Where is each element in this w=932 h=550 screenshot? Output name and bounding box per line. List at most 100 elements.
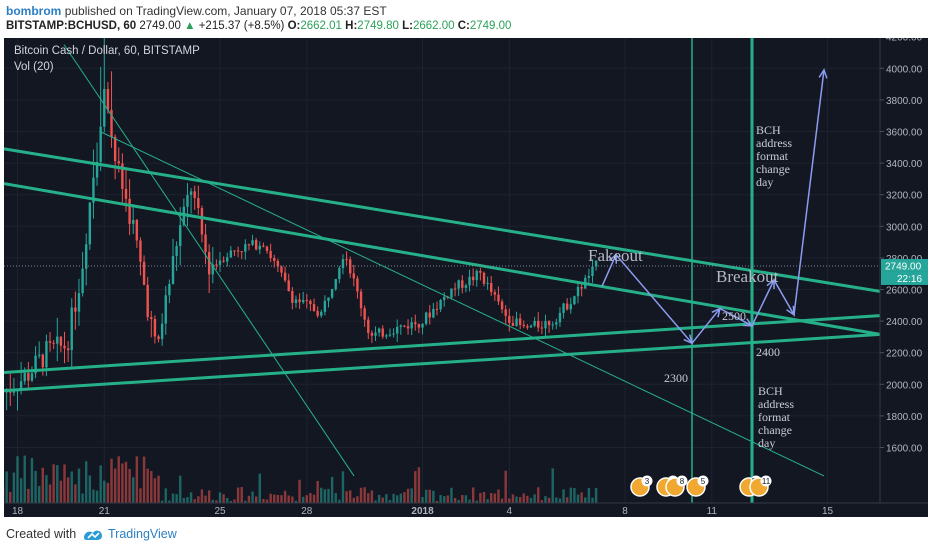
volume-bar — [421, 497, 424, 503]
volume-bar — [468, 499, 471, 503]
price-axis-label: 2200.00 — [886, 349, 923, 360]
candle-body — [229, 250, 233, 258]
candle-body — [587, 275, 591, 278]
volume-bar — [77, 468, 81, 503]
candle-body — [92, 177, 95, 203]
volume-bar — [479, 493, 482, 503]
candle-body — [551, 324, 554, 326]
volume-bar — [291, 496, 294, 503]
candle-body — [497, 294, 500, 302]
projection-arrowhead — [818, 68, 828, 79]
volume-bar — [103, 480, 106, 503]
volume-bar — [385, 494, 388, 503]
candle-body — [160, 323, 164, 340]
volume-bar — [168, 500, 171, 503]
trendline-support-upper[interactable] — [4, 314, 881, 374]
trendline-thin-diagonal-a[interactable] — [99, 131, 825, 477]
candle-body — [385, 335, 388, 337]
volume-bar — [150, 471, 153, 503]
volume-bar — [236, 487, 240, 503]
candle-body — [522, 324, 525, 327]
annotation-bch-note-bottom-line: format — [758, 410, 791, 424]
volume-bar — [160, 500, 164, 503]
volume-bar — [52, 464, 55, 503]
volume-bar — [594, 488, 598, 503]
volume-bar — [265, 499, 269, 503]
volume-bar — [504, 470, 507, 503]
volume-bar — [280, 495, 283, 503]
candle-body — [399, 325, 403, 327]
volume-bar — [204, 495, 207, 503]
candle-body — [37, 354, 41, 356]
volume-bar — [370, 490, 374, 503]
projection-path[interactable] — [601, 69, 825, 345]
volume-bar — [9, 491, 12, 503]
candle-body — [555, 322, 558, 325]
candle-body — [153, 318, 157, 337]
candle-body — [515, 318, 518, 326]
volume-bar — [226, 497, 229, 503]
volume-bar — [356, 496, 359, 503]
chart-canvas[interactable]: FakeoutBreakout250024002300BCHaddressfor… — [4, 38, 928, 517]
volume-bar — [453, 497, 457, 503]
low-value: 2662.00 — [412, 20, 455, 32]
candle-body — [85, 244, 88, 269]
symbol-label: BITSTAMP:BCHUSD, 60 — [6, 20, 137, 32]
candle-body — [471, 276, 475, 281]
volume-bar — [522, 493, 525, 503]
volume-bar — [153, 478, 157, 503]
volume-bar — [132, 477, 135, 503]
candle-body — [251, 240, 254, 245]
tradingview-logo-icon — [84, 530, 102, 540]
volume-bar — [146, 468, 149, 503]
volume-bar — [34, 470, 37, 503]
volume-bar — [229, 500, 233, 503]
time-axis-label: 15 — [822, 506, 834, 517]
candle-body — [508, 315, 511, 323]
candle-body — [157, 336, 160, 340]
volume-bar — [23, 455, 26, 503]
projection-arrowhead — [786, 305, 795, 317]
candle-body — [490, 283, 493, 293]
candle-body — [236, 250, 240, 252]
candle-body — [479, 270, 482, 273]
volume-bar — [565, 497, 569, 503]
price-axis-label: 2400.00 — [886, 317, 923, 328]
candle-body — [424, 312, 428, 324]
volume-bar — [215, 500, 218, 503]
trendline-thin-diagonal-b[interactable] — [63, 44, 355, 477]
time-axis-label: 25 — [214, 506, 226, 517]
candle-body — [135, 219, 139, 241]
trendline-support-lower[interactable] — [4, 332, 881, 393]
volume-bar — [428, 489, 431, 503]
author-link[interactable]: bombrom — [6, 4, 62, 18]
volume-bar — [392, 493, 395, 503]
candle-body — [450, 288, 453, 298]
candle-body — [381, 328, 384, 337]
candle-body — [482, 272, 486, 284]
annotation-level-2300: 2300 — [664, 371, 688, 385]
volume-bar — [5, 471, 8, 503]
time-axis-label: 28 — [301, 506, 313, 517]
candle-body — [573, 296, 576, 305]
price-chart[interactable]: Fakeout Breakout 2500 2400 2300 BCH address for… — [4, 38, 928, 517]
volume-bar — [323, 489, 327, 503]
candle-body — [218, 260, 222, 265]
volume-bar — [262, 498, 265, 503]
candle-body — [410, 322, 413, 329]
candle-body — [526, 326, 529, 328]
time-axis-label: 11 — [707, 506, 718, 517]
time-axis-label: 18 — [12, 506, 24, 517]
projection-arrowhead — [766, 278, 775, 290]
volume-bar — [74, 484, 77, 503]
candle-body — [374, 332, 377, 336]
candle-body — [146, 284, 149, 318]
chart-legend-title: Bitcoin Cash / Dollar, 60, BITSTAMP — [14, 45, 200, 57]
candle-body — [132, 219, 135, 224]
volume-bar — [305, 495, 308, 503]
candle-body — [291, 291, 294, 303]
tradingview-brand-link[interactable]: TradingView — [108, 527, 177, 541]
annotation-bch-note-bottom-line: address — [758, 397, 794, 411]
trendline-middle-resistance[interactable] — [4, 182, 881, 336]
candle-body — [66, 348, 70, 351]
